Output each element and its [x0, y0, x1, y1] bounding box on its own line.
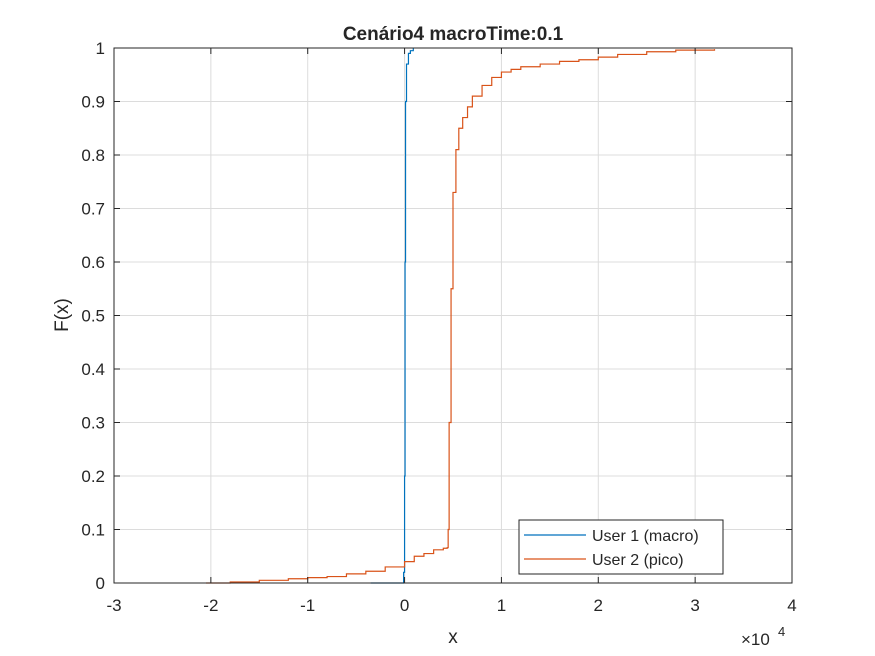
- legend-label-user2: User 2 (pico): [592, 552, 684, 569]
- x-tick-label: 0: [400, 596, 409, 615]
- legend: User 1 (macro) User 2 (pico): [518, 519, 724, 575]
- legend-label-user1: User 1 (macro): [592, 528, 699, 545]
- y-tick-label: 0.5: [81, 307, 105, 326]
- y-tick-label: 0.3: [81, 414, 105, 433]
- x-tick-label: -2: [203, 596, 218, 615]
- x-axis-exponent-power: 4: [778, 624, 785, 639]
- x-tick-label: 1: [497, 596, 506, 615]
- y-tick-label: 0.4: [81, 360, 105, 379]
- series-line-1: [370, 48, 414, 584]
- series-layer: [206, 48, 716, 584]
- y-tick-label: 0.8: [81, 146, 105, 165]
- y-tick-label: 0: [96, 574, 105, 593]
- y-tick-label: 0.1: [81, 521, 105, 540]
- y-tick-label: 0.6: [81, 253, 105, 272]
- x-tick-label: 3: [690, 596, 699, 615]
- x-tick-label: 2: [594, 596, 603, 615]
- y-tick-label: 0.7: [81, 200, 105, 219]
- x-axis-label: x: [448, 627, 458, 648]
- chart-title: Cenário4 macroTime:0.1: [343, 24, 564, 45]
- y-tick-label: 0.2: [81, 467, 105, 486]
- x-tick-labels: -3 -2 -1 0 1 2 3 4: [106, 596, 796, 615]
- series-line-2: [206, 49, 716, 584]
- x-axis-exponent-base: ×10: [741, 630, 770, 649]
- x-tick-label: -1: [300, 596, 315, 615]
- legend-box: [518, 519, 724, 575]
- y-tick-label: 1: [96, 39, 105, 58]
- y-tick-labels: 0 0.1 0.2 0.3 0.4 0.5 0.6 0.7 0.8 0.9 1: [81, 39, 105, 593]
- x-tick-label: 4: [787, 596, 796, 615]
- x-tick-label: -3: [106, 596, 121, 615]
- axis-ticks: [113, 47, 793, 584]
- y-axis-label: F(x): [52, 298, 73, 332]
- y-tick-label: 0.9: [81, 93, 105, 112]
